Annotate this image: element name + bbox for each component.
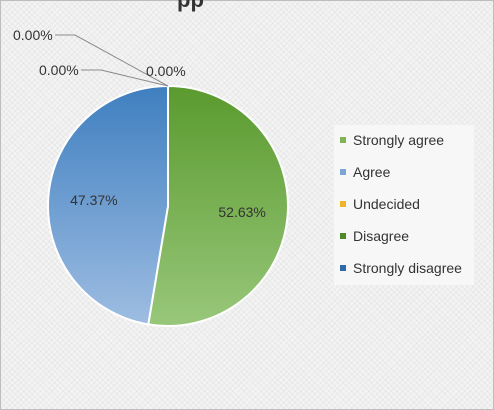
legend-swatch: [340, 169, 346, 175]
chart-legend: Strongly agree Agree Undecided Disagree Stro…: [334, 125, 474, 285]
legend-item-undecided: Undecided: [340, 195, 420, 213]
legend-label: Strongly disagree: [353, 260, 462, 276]
pie-slice-strongly-agree: [147, 84, 289, 327]
chart-title-fragment: pp: [177, 0, 204, 13]
pie-slice-agree: [47, 84, 169, 326]
legend-label: Agree: [353, 164, 391, 180]
data-label-disagree: 0.00%: [39, 62, 79, 78]
legend-label: Disagree: [353, 228, 410, 244]
legend-label: Strongly agree: [353, 132, 445, 148]
leader-line-disagree: [81, 69, 169, 87]
leader-line-strongly-disagree: [55, 34, 169, 87]
legend-swatch: [340, 137, 346, 143]
legend-swatch: [340, 233, 346, 239]
legend-item-strongly-disagree: Strongly disagree: [340, 259, 462, 277]
legend-swatch: [340, 201, 346, 207]
legend-label: Undecided: [353, 196, 420, 212]
legend-item-strongly-agree: Strongly agree: [340, 131, 444, 149]
data-label-agree: 47.37%: [70, 192, 117, 208]
legend-swatch: [340, 265, 346, 271]
data-label-strongly-disagree: 0.00%: [13, 27, 53, 43]
legend-item-disagree: Disagree: [340, 227, 409, 245]
legend-item-agree: Agree: [340, 163, 390, 181]
data-label-undecided: 0.00%: [146, 63, 186, 79]
data-label-strongly-agree: 52.63%: [218, 204, 265, 220]
